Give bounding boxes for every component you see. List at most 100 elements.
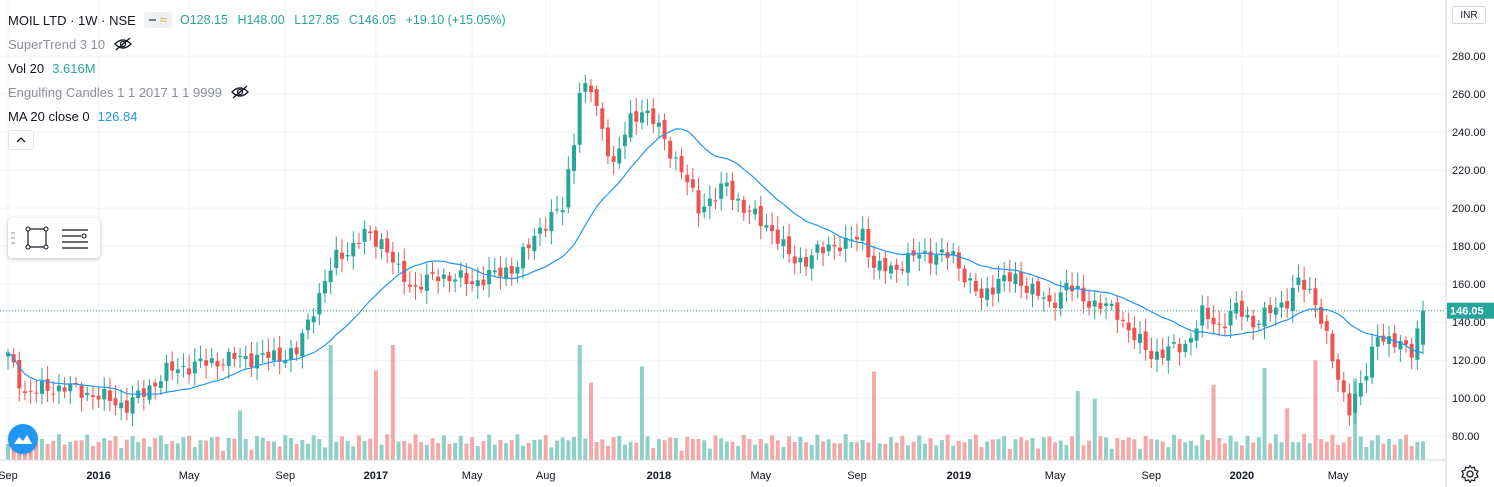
close-value: C146.05 — [348, 13, 397, 27]
volume-bar — [1047, 436, 1052, 460]
candle-body — [1217, 323, 1222, 325]
current-price-label: 146.05 — [1450, 306, 1484, 318]
candle-body — [1228, 310, 1233, 326]
volume-bar — [826, 439, 831, 460]
volume-bar — [68, 441, 73, 460]
volume-bar — [583, 438, 588, 460]
chart-style-pill[interactable]: ≈ — [143, 12, 172, 28]
eye-off-icon[interactable] — [113, 37, 133, 51]
volume-bar — [509, 439, 514, 460]
candle-body — [775, 229, 780, 244]
candle-body — [102, 388, 107, 400]
volume-bar — [815, 434, 820, 460]
volume-bar — [492, 444, 497, 460]
volume-bar — [617, 435, 622, 460]
candle-body — [521, 246, 526, 269]
x-tick-label: Aug — [536, 470, 556, 482]
volume-bar — [1375, 435, 1380, 460]
supertrend-row[interactable]: SuperTrend 3 10 — [8, 32, 512, 56]
y-tick-label: 80.00 — [1452, 431, 1480, 443]
candle-body — [498, 267, 503, 277]
eye-off-icon[interactable] — [230, 85, 250, 99]
candle-body — [764, 225, 769, 228]
volume-bar — [594, 442, 599, 460]
volume-row[interactable]: Vol 20 3.616M — [8, 56, 512, 80]
volume-bar — [1404, 434, 1409, 460]
candle-body — [543, 228, 548, 231]
candle-body — [702, 206, 707, 213]
volume-bar — [877, 443, 882, 460]
candle-body — [373, 230, 378, 247]
volume-bar — [226, 437, 231, 460]
volume-bar — [1053, 442, 1058, 460]
volume-bar — [979, 447, 984, 460]
candle-body — [662, 119, 667, 140]
candle-body — [68, 384, 73, 392]
volume-bar — [1285, 408, 1290, 460]
rectangle-tool-button[interactable] — [18, 220, 56, 256]
candle-body — [243, 356, 248, 359]
text-lines-tool-button[interactable] — [56, 220, 94, 256]
x-tick-label: 2020 — [1230, 470, 1254, 482]
volume-bar — [588, 382, 593, 460]
volume-bar — [934, 445, 939, 460]
candle-body — [272, 350, 277, 361]
y-tick-label: 240.00 — [1452, 127, 1486, 139]
volume-bar — [849, 442, 854, 460]
volume-bar — [730, 441, 735, 460]
collapse-legend-button[interactable] — [8, 130, 34, 150]
volume-bar — [1336, 444, 1341, 460]
candle-body — [996, 278, 1001, 294]
volume-bar — [39, 438, 44, 460]
candle-body — [600, 108, 605, 129]
candle-body — [1149, 350, 1154, 359]
volume-bar — [430, 438, 435, 460]
candle-body — [900, 269, 905, 271]
candle-body — [158, 381, 163, 388]
candle-body — [656, 122, 661, 127]
candle-body — [209, 358, 214, 363]
volume-value: 3.616M — [52, 60, 96, 76]
candle-body — [583, 83, 588, 92]
drag-handle[interactable] — [8, 218, 18, 258]
engulfing-row[interactable]: Engulfing Candles 1 1 2017 1 1 9999 — [8, 80, 512, 104]
candle-body — [1183, 343, 1188, 353]
volume-bar — [1104, 437, 1109, 460]
volume-bar — [1290, 442, 1295, 460]
volume-bar — [1070, 436, 1075, 460]
volume-bar — [673, 438, 678, 460]
candle-body — [622, 134, 627, 146]
y-tick-label: 200.00 — [1452, 203, 1486, 215]
volume-bar — [204, 440, 209, 460]
currency-label[interactable]: INR — [1452, 6, 1486, 24]
candle-body — [741, 199, 746, 213]
volume-bar — [1149, 438, 1154, 460]
open-value: O128.15 — [179, 13, 228, 27]
volume-bar — [560, 437, 565, 460]
tradingview-logo[interactable] — [8, 424, 38, 454]
y-tick-label: 280.00 — [1452, 51, 1486, 63]
volume-bar — [1234, 441, 1239, 460]
volume-bar — [1319, 439, 1324, 460]
candle-body — [1013, 273, 1018, 285]
volume-bar — [600, 439, 605, 460]
volume-bar — [549, 447, 554, 460]
volume-bar — [905, 445, 910, 460]
symbol-title[interactable]: MOIL LTD · 1W · NSE — [8, 12, 136, 28]
ma-row[interactable]: MA 20 close 0 126.84 — [8, 104, 512, 128]
volume-bar — [809, 444, 814, 460]
candle-body — [424, 274, 429, 291]
volume-bar — [1262, 367, 1267, 460]
candle-body — [504, 267, 509, 280]
volume-bar — [719, 438, 724, 460]
candle-body — [345, 255, 350, 257]
volume-bar — [107, 440, 112, 460]
x-tick-label: 2018 — [647, 470, 671, 482]
candle-body — [356, 242, 361, 244]
candle-body — [792, 256, 797, 264]
gear-icon[interactable] — [1460, 464, 1480, 484]
volume-bar — [736, 445, 741, 460]
candle-body — [787, 236, 792, 255]
volume-bar — [866, 442, 871, 460]
candle-body — [385, 238, 390, 253]
